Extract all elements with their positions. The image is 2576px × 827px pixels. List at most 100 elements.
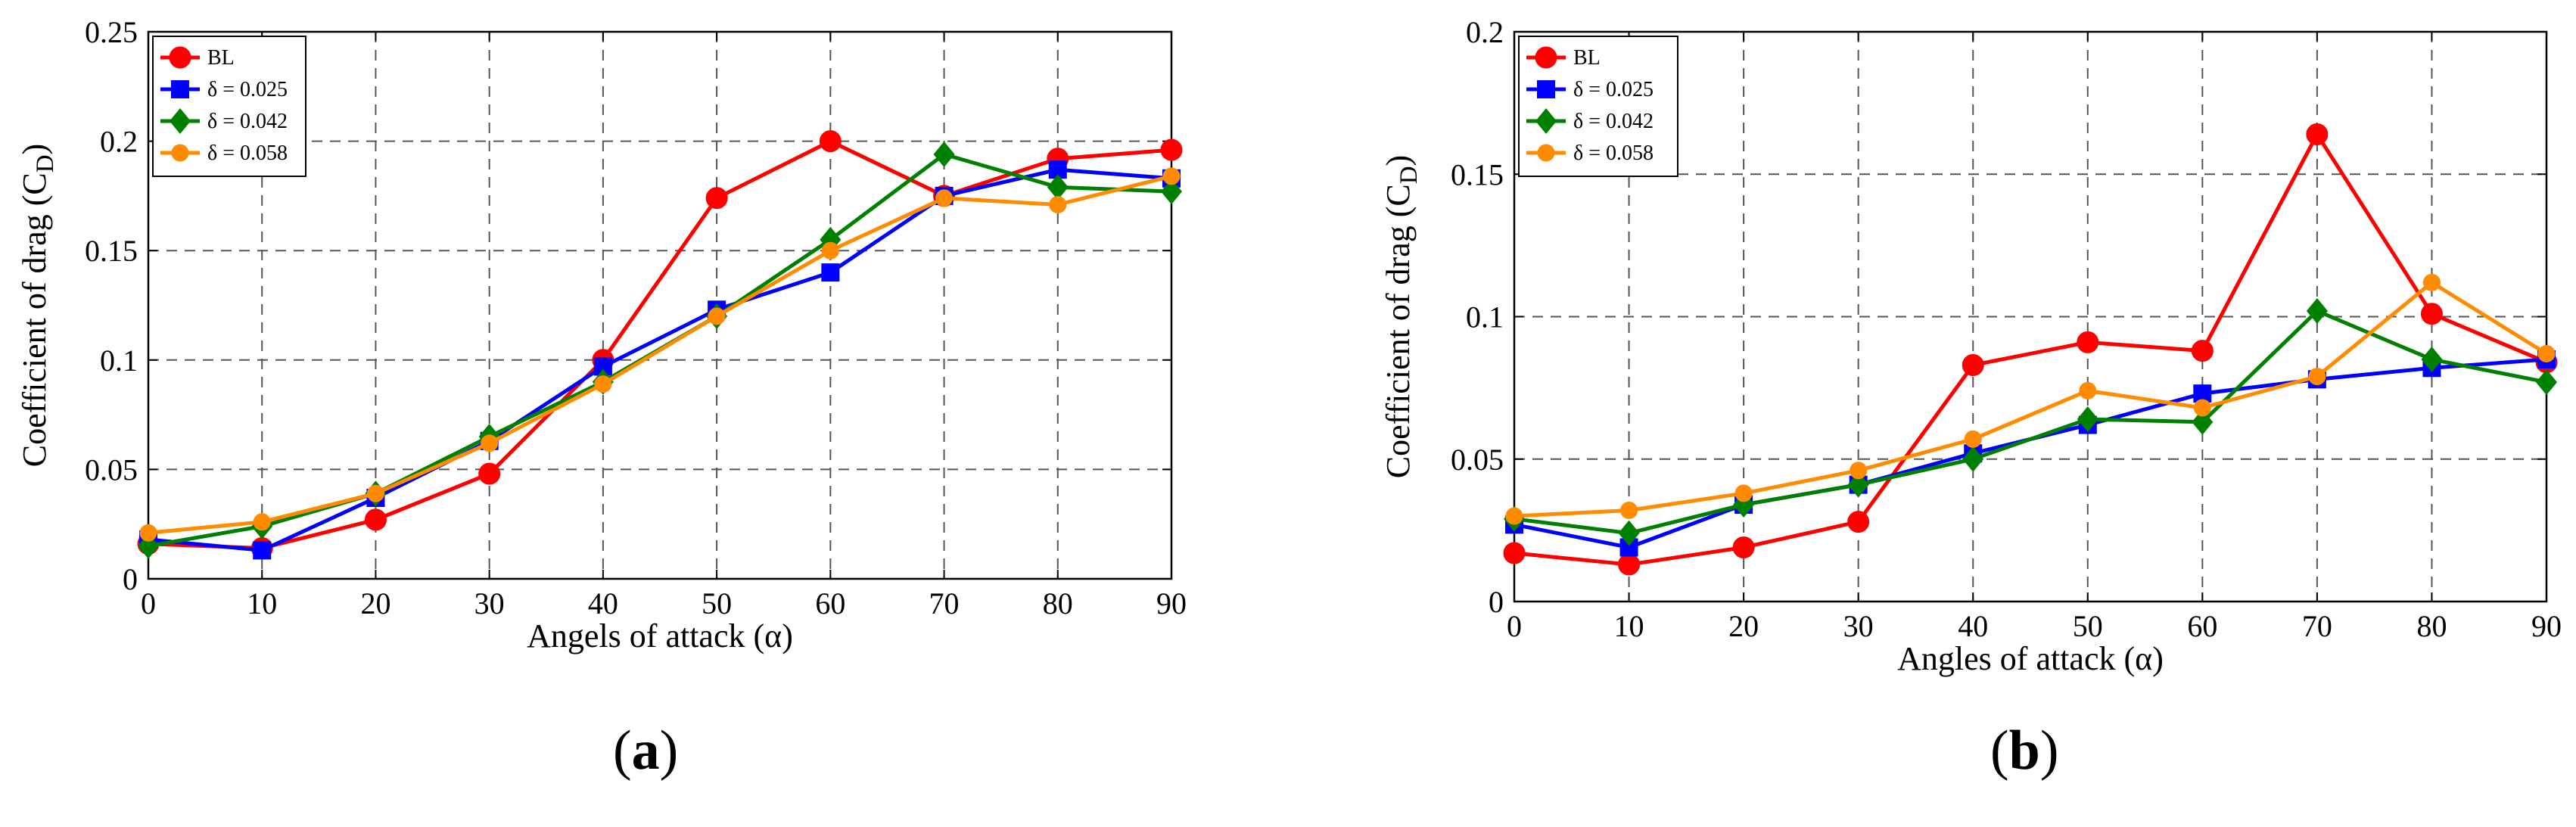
data-point-d058: [935, 189, 954, 207]
x-tick-label: 50: [702, 586, 732, 620]
data-point-d025: [253, 541, 272, 560]
data-point-BL: [1732, 536, 1755, 558]
y-tick-label: 0: [123, 562, 138, 596]
legend-label-d042: δ = 0.042: [1573, 110, 1654, 133]
x-tick-label: 80: [1043, 586, 1073, 620]
data-point-BL: [1962, 354, 1984, 377]
series-line-BL: [1514, 132, 2547, 567]
data-point-d058: [2079, 381, 2097, 400]
data-point-BL: [1618, 553, 1641, 576]
legend-label-d025: δ = 0.025: [207, 78, 288, 101]
data-point-BL: [478, 462, 501, 485]
legend-marker-d025: [1537, 80, 1555, 98]
x-tick-label: 0: [141, 586, 156, 620]
x-tick-label: 70: [929, 586, 960, 620]
y-tick-label: 0.2: [100, 125, 138, 159]
data-point-d042: [1962, 446, 1984, 472]
data-point-d058: [2308, 368, 2326, 386]
x-axis-label: Angels of attack (α): [527, 617, 793, 654]
series-line-BL: [148, 139, 1172, 551]
y-tick-label: 0.25: [85, 15, 138, 49]
data-point-d058: [1162, 167, 1181, 185]
y-tick-label: 0.15: [1451, 157, 1504, 191]
data-point-d058: [1505, 507, 1523, 525]
data-point-d058: [594, 375, 612, 393]
data-point-d058: [1964, 430, 1982, 448]
chart-a: 0 10 20 30 40 50 60 70 80 90 0 0.05 0.1 0.15 0.2 0.25 An…: [16, 15, 1187, 654]
data-point-d058: [1850, 462, 1868, 480]
data-point-d025: [821, 263, 840, 282]
series-line-d058: [1514, 280, 2548, 518]
series-line-d025: [148, 167, 1172, 552]
series-d058: [139, 167, 1181, 542]
data-point-BL: [1503, 542, 1526, 564]
y-axis-label: Coefficient of drag (CD): [1380, 155, 1423, 478]
legend-label-d058: δ = 0.058: [1573, 141, 1654, 165]
series-line-d058: [148, 174, 1172, 535]
x-tick-label: 70: [2302, 609, 2332, 643]
data-point-d042: [2192, 409, 2214, 435]
data-point-d058: [139, 524, 157, 542]
data-point-d042: [1618, 520, 1640, 546]
data-point-d042: [1161, 179, 1182, 205]
x-tick-label: 30: [474, 586, 505, 620]
y-tick-label: 0: [1489, 585, 1504, 619]
data-point-BL: [2420, 303, 2443, 325]
x-axis-label: Angles of attack (α): [1897, 640, 2164, 677]
legend-marker-d058: [1537, 144, 1555, 162]
data-point-BL: [819, 130, 842, 153]
x-tick-label: 40: [588, 586, 618, 620]
data-point-BL: [2077, 331, 2099, 353]
x-tick-label: 10: [247, 586, 277, 620]
y-tick-label: 0.1: [100, 344, 138, 378]
series-line-d025: [1514, 357, 2547, 549]
y-axis-label: Coefficient of drag (CD): [16, 144, 59, 467]
data-point-d058: [2537, 344, 2556, 362]
data-point-d042: [1847, 471, 1869, 498]
plot-frame: [147, 30, 1173, 580]
legend-label-BL: BL: [1573, 46, 1601, 70]
legend-label-d042: δ = 0.042: [207, 110, 288, 133]
data-point-BL: [705, 187, 728, 210]
x-tick-label: 20: [1728, 609, 1759, 643]
panel-label-b: (b): [1990, 720, 2059, 782]
y-tick-label: 0.05: [85, 452, 138, 487]
series-line-d042: [1514, 309, 2547, 536]
data-point-d042: [2536, 369, 2557, 396]
y-tick-label: 0.1: [1466, 300, 1504, 334]
data-point-d042: [2077, 406, 2098, 433]
panel-label-a: (a): [613, 720, 679, 782]
data-point-d042: [933, 141, 955, 167]
legend-marker-BL: [169, 46, 191, 69]
series-d058: [1505, 273, 2556, 525]
series-BL: [137, 130, 1183, 560]
data-point-d058: [708, 307, 726, 325]
x-tick-label: 90: [1156, 586, 1187, 620]
legend-marker-d042: [170, 108, 191, 134]
data-point-d042: [1047, 174, 1069, 201]
data-point-BL: [1847, 511, 1870, 533]
data-point-d058: [253, 513, 271, 531]
data-point-BL: [1160, 138, 1183, 161]
x-tick-label: 90: [2531, 609, 2562, 643]
data-point-d058: [1620, 502, 1638, 520]
data-point-d058: [366, 484, 384, 502]
y-tick-label: 0.2: [1466, 15, 1504, 49]
data-point-BL: [2306, 123, 2329, 146]
x-tick-label: 40: [1958, 609, 1988, 643]
series-d042: [1504, 297, 2557, 546]
legend-marker-d025: [171, 80, 189, 98]
y-tick-label: 0.15: [85, 234, 138, 268]
data-point-d058: [1734, 484, 1753, 502]
legend-marker-BL: [1535, 46, 1557, 69]
data-point-d058: [2422, 273, 2441, 291]
data-point-d042: [2421, 346, 2443, 372]
data-point-d058: [2193, 399, 2211, 417]
x-tick-label: 20: [360, 586, 390, 620]
x-tick-label: 30: [1843, 609, 1874, 643]
data-point-d058: [821, 241, 839, 260]
x-tick-label: 0: [1507, 609, 1522, 643]
legend-label-d058: δ = 0.058: [207, 141, 288, 165]
